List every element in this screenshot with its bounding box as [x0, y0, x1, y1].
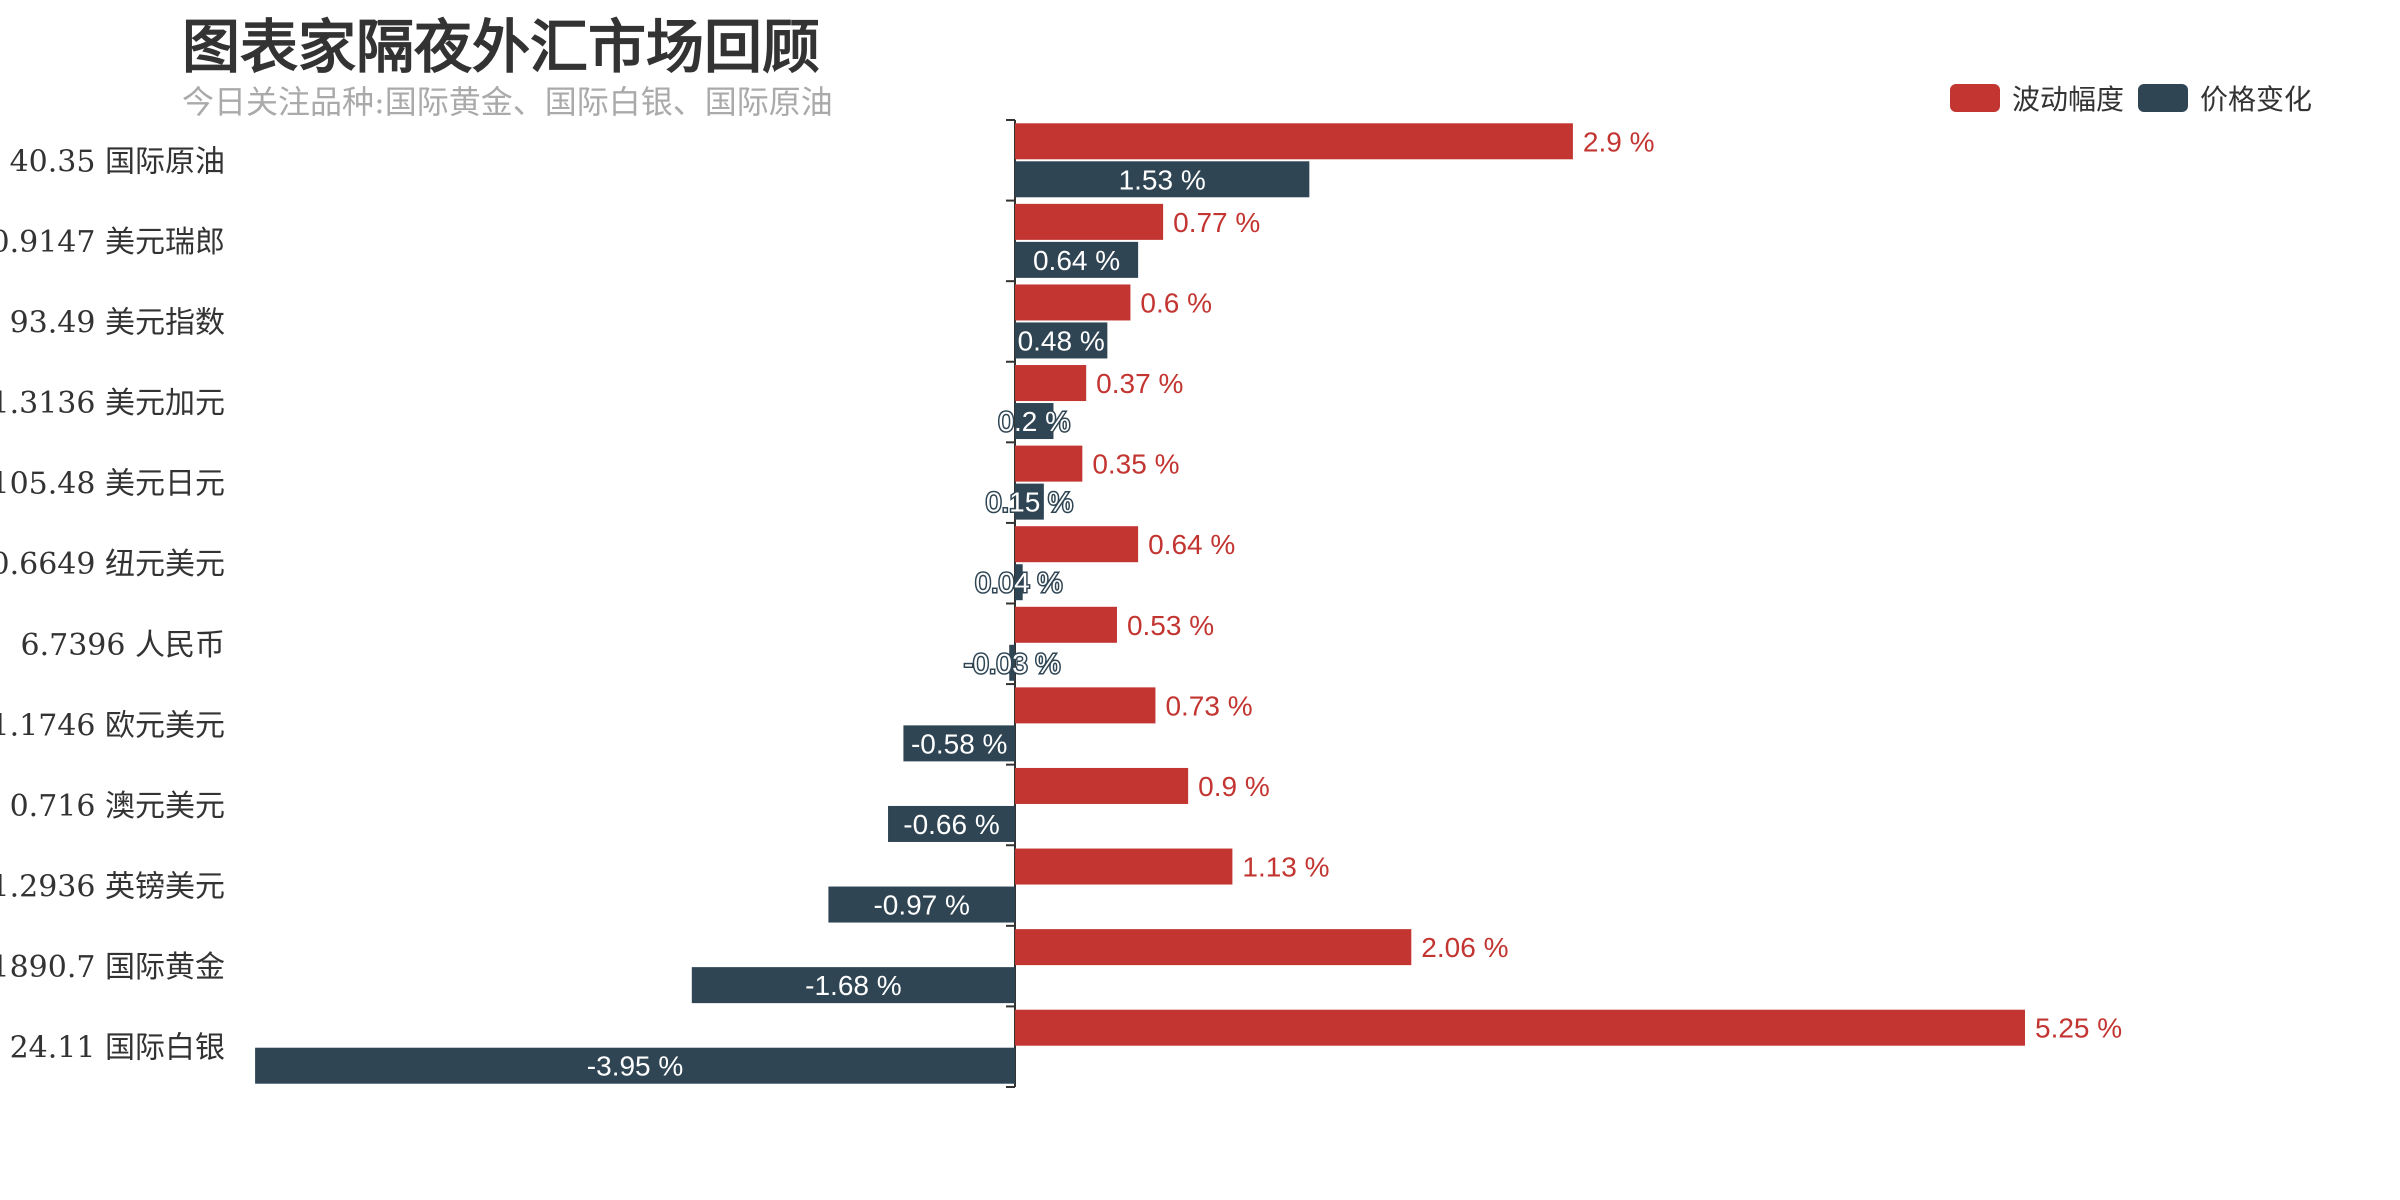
bar-volatility — [1015, 929, 1412, 966]
data-label-price-change: -0.97 % — [873, 890, 970, 921]
data-label-volatility: 2.06 % — [1421, 932, 1508, 963]
bar-price-change — [1015, 483, 1044, 520]
data-label-volatility: 2.9 % — [1583, 126, 1655, 157]
category-label: 24.11 国际白银 — [10, 1031, 225, 1066]
data-label-price-change: 0.48 % — [1018, 325, 1105, 356]
data-label-price-change: -0.58 % — [911, 728, 1008, 759]
bar-volatility — [1015, 445, 1083, 482]
bar-volatility — [1015, 767, 1189, 804]
bar-volatility — [1015, 123, 1573, 160]
category-label: 105.48 美元日元 — [0, 467, 225, 502]
category-label: 1.3136 美元加元 — [0, 386, 225, 421]
bar-price-change — [1015, 241, 1139, 278]
data-label-price-change: -0.66 % — [903, 809, 1000, 840]
category-label: 40.35 国际原油 — [10, 144, 225, 179]
bar-price-change — [1009, 644, 1015, 681]
data-label-volatility: 1.13 % — [1242, 852, 1329, 883]
bar-volatility — [1015, 606, 1117, 643]
data-label-price-change: 0.04 % — [975, 567, 1062, 598]
chart-title: 图表家隔夜外汇市场回顾 — [182, 13, 821, 81]
data-label-volatility: 0.77 % — [1173, 207, 1260, 238]
bar-volatility — [1015, 526, 1139, 563]
legend-swatch-price-change — [2138, 84, 2189, 112]
category-label: 0.6649 纽元美元 — [0, 547, 225, 582]
legend-item-volatility[interactable]: 波动幅度 — [1950, 78, 2124, 118]
data-label-volatility: 0.9 % — [1198, 771, 1270, 802]
bar-price-change — [691, 967, 1015, 1004]
category-label: 1890.7 国际黄金 — [0, 950, 225, 985]
data-label-price-change: -1.68 % — [805, 970, 902, 1001]
data-label-price-change: 0.2 % — [998, 406, 1070, 437]
legend: 波动幅度 价格变化 — [1950, 78, 2326, 118]
bar-volatility — [1015, 687, 1156, 724]
category-label: 1.2936 英镑美元 — [0, 870, 225, 905]
bar-volatility — [1015, 848, 1233, 885]
bar-price-change — [1015, 403, 1054, 440]
data-label-price-change: 0.64 % — [1033, 245, 1120, 276]
legend-swatch-volatility — [1950, 84, 2000, 112]
data-label-price-change: -0.03 % — [964, 648, 1061, 679]
bar-price-change — [903, 725, 1015, 762]
bar-price-change — [828, 886, 1015, 923]
category-label: 0.9147 美元瑞郎 — [0, 225, 225, 260]
bar-price-change — [1015, 322, 1108, 359]
data-label-volatility: 0.64 % — [1148, 529, 1235, 560]
bar-price-change — [888, 805, 1015, 842]
data-label-price-change: 0.15 % — [986, 487, 1073, 518]
data-label-volatility: 0.35 % — [1092, 449, 1179, 480]
data-label-price-change: 1.53 % — [1119, 164, 1206, 195]
legend-item-price-change[interactable]: 价格变化 — [2138, 78, 2312, 118]
bar-volatility — [1015, 284, 1131, 321]
category-label: 6.7396 人民币 — [20, 628, 225, 663]
data-label-volatility: 0.53 % — [1127, 610, 1214, 641]
bar-volatility — [1015, 203, 1164, 240]
legend-label-volatility: 波动幅度 — [2012, 83, 2125, 116]
bar-price-change — [1015, 564, 1023, 601]
data-label-volatility: 5.25 % — [2035, 1013, 2122, 1044]
data-label-volatility: 0.6 % — [1140, 287, 1212, 318]
data-label-volatility: 0.73 % — [1165, 690, 1252, 721]
bar-volatility — [1015, 1009, 2025, 1046]
legend-label-price-change: 价格变化 — [2200, 83, 2313, 116]
bar-price-change — [1015, 161, 1310, 198]
bar-price-change — [255, 1047, 1016, 1084]
chart-subtitle: 今日关注品种:国际黄金、国际白银、国际原油 — [182, 83, 833, 121]
category-label: 0.716 澳元美元 — [10, 789, 225, 824]
category-label: 1.1746 欧元美元 — [0, 708, 225, 743]
data-label-price-change: -3.95 % — [587, 1051, 684, 1082]
data-label-volatility: 0.37 % — [1096, 368, 1183, 399]
bar-volatility — [1015, 365, 1087, 402]
category-label: 93.49 美元指数 — [10, 305, 225, 340]
